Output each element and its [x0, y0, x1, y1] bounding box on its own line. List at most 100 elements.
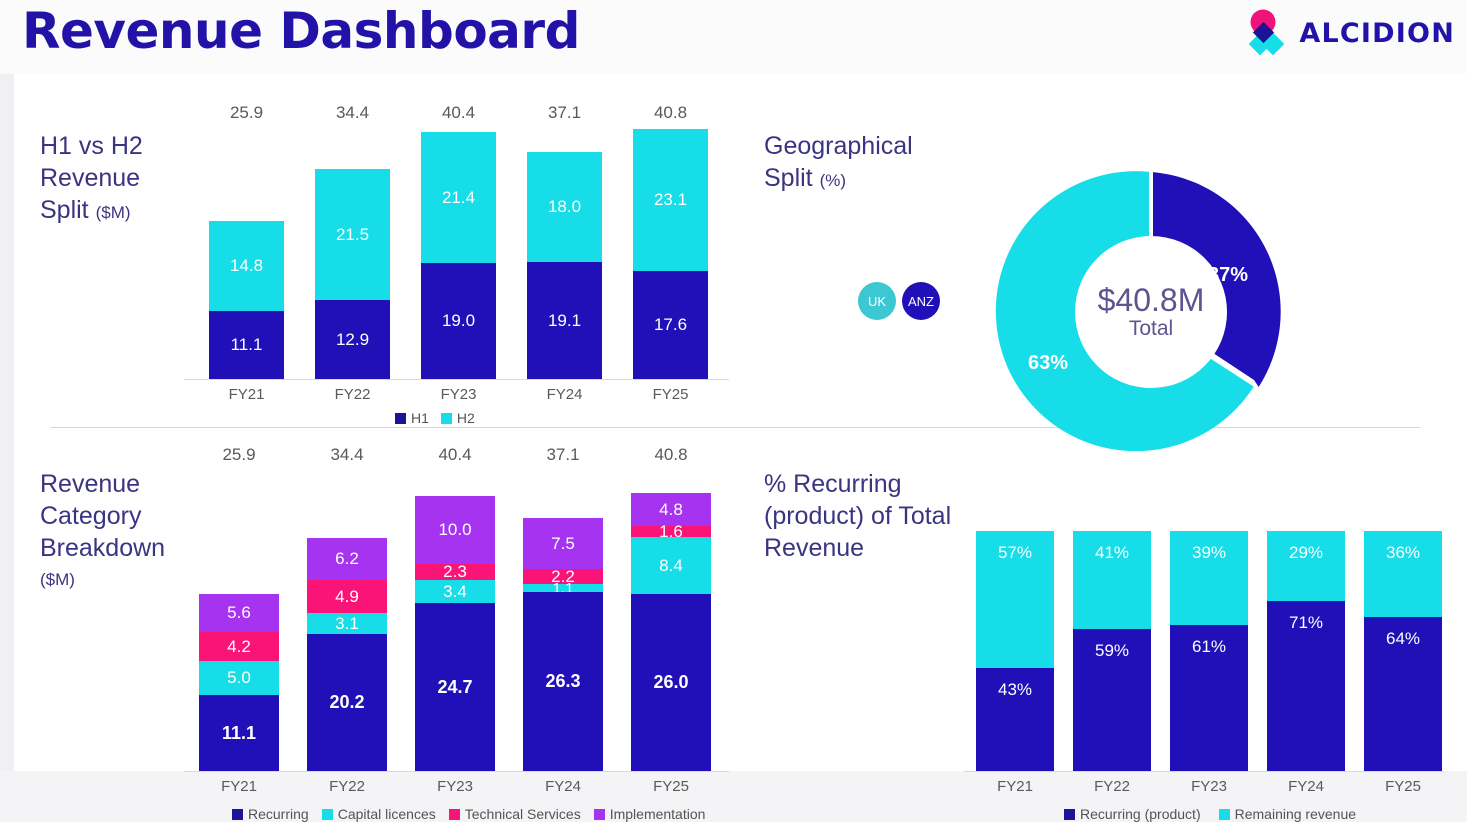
bar-stack-fy21[interactable]: 57% 43%	[976, 531, 1054, 771]
segment-implementation-fy24: 7.5	[523, 518, 603, 569]
bar-stack-fy25[interactable]: 40.8 23.1 17.6	[633, 103, 708, 379]
chart-percent-recurring: 57% 43% FY21 41% 59% FY22 39% 61% FY23 2…	[954, 434, 1454, 822]
segment-capital-fy25: 8.4	[631, 537, 711, 594]
panel-h1-h2: H1 vs H2 Revenue Split ($M)	[40, 130, 180, 229]
x-label-fy24: FY24	[546, 386, 583, 403]
segment-recurring-fy25: 64%	[1364, 617, 1442, 771]
bar-stack-fy23[interactable]: 40.4 21.4 19.0	[421, 103, 496, 379]
legend-item-h1[interactable]: H1	[395, 410, 429, 426]
x-label-fy25: FY25	[652, 386, 689, 403]
segment-technical-fy21: 4.2	[199, 632, 279, 661]
legend-item-capital-licences[interactable]: Capital licences	[321, 806, 436, 822]
legend-swatch-capital-icon	[321, 808, 333, 820]
x-label-fy21: FY21	[221, 778, 257, 795]
segment-h2-fy24: 18.0	[527, 152, 602, 262]
segment-technical-fy22: 4.9	[307, 580, 387, 613]
legend-swatch-h2-icon	[440, 412, 452, 424]
panel-geographical-split: Geographical Split (%) UK ANZ	[764, 130, 964, 320]
segment-capital-fy24: 1.1	[523, 580, 603, 597]
segment-recurring-fy23: 24.7	[415, 603, 495, 771]
bar-stack-fy22[interactable]: 34.4 6.2 4.9 3.1 20.2	[307, 445, 387, 771]
segment-remaining-fy23: 39%	[1170, 531, 1248, 625]
legend-item-implementation[interactable]: Implementation	[593, 806, 705, 822]
bar-stack-fy21[interactable]: 25.9 5.6 4.2 5.0 11.1	[199, 445, 279, 771]
x-label-fy22: FY22	[334, 386, 371, 403]
segment-implementation-fy22: 6.2	[307, 538, 387, 580]
bar-stack-fy25[interactable]: 36% 64%	[1364, 531, 1442, 771]
x-axis-line	[964, 771, 1444, 772]
panel-title-geo: Geographical Split (%)	[764, 130, 964, 197]
segment-recurring-fy24: 26.3	[523, 592, 603, 771]
segment-recurring-fy22: 59%	[1073, 629, 1151, 771]
x-axis-line	[184, 379, 729, 380]
segment-h2-fy25: 23.1	[633, 129, 708, 271]
segment-remaining-fy21: 57%	[976, 531, 1054, 668]
geo-badge-anz[interactable]: ANZ	[902, 282, 940, 320]
x-label-fy21: FY21	[228, 386, 265, 403]
panel-title-unit: ($M)	[40, 570, 75, 589]
donut-center: $40.8M Total	[1075, 236, 1227, 388]
segment-h1-fy21: 11.1	[209, 311, 284, 379]
chart-geographical-split-donut: $40.8M Total 37% 63%	[986, 162, 1316, 462]
segment-h2-fy23: 21.4	[421, 132, 496, 263]
x-label-fy22: FY22	[329, 778, 365, 795]
segment-technical-fy25: 1.6	[631, 522, 711, 541]
geo-legend: UK ANZ	[858, 282, 940, 320]
panel-percent-recurring: % Recurring (product) of Total Revenue	[764, 468, 974, 564]
segment-h2-fy21: 14.8	[209, 221, 284, 311]
segment-h1-fy25: 17.6	[633, 271, 708, 379]
segment-recurring-fy23: 61%	[1170, 625, 1248, 771]
segment-implementation-fy23: 10.0	[415, 496, 495, 564]
x-label-fy25: FY25	[653, 778, 689, 795]
geo-badge-uk[interactable]: UK	[858, 282, 896, 320]
bar-total-fy25: 40.8	[654, 445, 688, 464]
dashboard-card: H1 vs H2 Revenue Split ($M) 25.9 14.8 11…	[14, 74, 1467, 822]
bar-total-fy23: 40.4	[441, 103, 476, 122]
chart-h1-h2-revenue-split: 25.9 14.8 11.1 FY21 34.4 21.5 12.9 FY22 …	[174, 94, 734, 426]
legend-percent-recurring: Recurring (product) Remaining revenue	[1064, 806, 1356, 822]
bar-stack-fy24[interactable]: 37.1 7.5 2.2 1.1 26.3	[523, 445, 603, 771]
segment-recurring-fy25: 26.0	[631, 594, 711, 771]
bar-stack-fy23[interactable]: 40.4 10.0 2.3 3.4 24.7	[415, 445, 495, 771]
logo-wordmark: ALCIDION	[1299, 17, 1455, 49]
bar-total-fy24: 37.1	[547, 103, 582, 122]
segment-implementation-fy25: 4.8	[631, 493, 711, 526]
legend-item-recurring-product[interactable]: Recurring (product)	[1064, 806, 1201, 822]
legend-item-technical-services[interactable]: Technical Services	[448, 806, 581, 822]
section-divider	[50, 427, 1420, 428]
bar-total-fy22: 34.4	[335, 103, 370, 122]
donut-center-value: $40.8M	[1097, 282, 1205, 318]
panel-revenue-category: Revenue Category Breakdown ($M)	[40, 468, 195, 596]
segment-h1-fy23: 19.0	[421, 263, 496, 379]
legend-label-recurring: Recurring	[248, 806, 309, 822]
x-label-fy21: FY21	[997, 778, 1033, 795]
left-band	[0, 0, 14, 771]
panel-title-unit: (%)	[819, 171, 847, 190]
bar-stack-fy22[interactable]: 34.4 21.5 12.9	[315, 103, 390, 379]
bar-stack-fy24[interactable]: 29% 71%	[1267, 531, 1345, 771]
donut-center-label: Total	[1128, 317, 1174, 340]
bar-stack-fy25[interactable]: 40.8 4.8 1.6 8.4 26.0	[631, 445, 711, 771]
legend-item-remaining-revenue[interactable]: Remaining revenue	[1218, 806, 1356, 822]
panel-title-category: Revenue Category Breakdown ($M)	[40, 468, 195, 596]
bar-total-fy25: 40.8	[653, 103, 688, 122]
legend-swatch-technical-icon	[448, 808, 460, 820]
x-label-fy23: FY23	[437, 778, 473, 795]
legend-label-technical: Technical Services	[464, 806, 581, 822]
bar-total-fy24: 37.1	[546, 445, 580, 464]
x-label-fy24: FY24	[1288, 778, 1324, 795]
legend-item-recurring[interactable]: Recurring	[232, 806, 309, 822]
legend-swatch-recurring-product-icon	[1064, 808, 1075, 820]
segment-recurring-fy24: 71%	[1267, 601, 1345, 771]
legend-label-h1: H1	[411, 410, 429, 426]
bar-stack-fy22[interactable]: 41% 59%	[1073, 531, 1151, 771]
bar-stack-fy21[interactable]: 25.9 14.8 11.1	[209, 103, 284, 379]
bar-total-fy21: 25.9	[229, 103, 264, 122]
dashboard-header: Revenue Dashboard ALCIDION	[0, 0, 1467, 74]
segment-implementation-fy21: 5.6	[199, 594, 279, 632]
bar-stack-fy24[interactable]: 37.1 18.0 19.1	[527, 103, 602, 379]
panel-title-text: Geographical Split	[764, 132, 913, 192]
bar-total-fy23: 40.4	[438, 445, 472, 464]
bar-stack-fy23[interactable]: 39% 61%	[1170, 531, 1248, 771]
legend-item-h2[interactable]: H2	[440, 410, 475, 426]
